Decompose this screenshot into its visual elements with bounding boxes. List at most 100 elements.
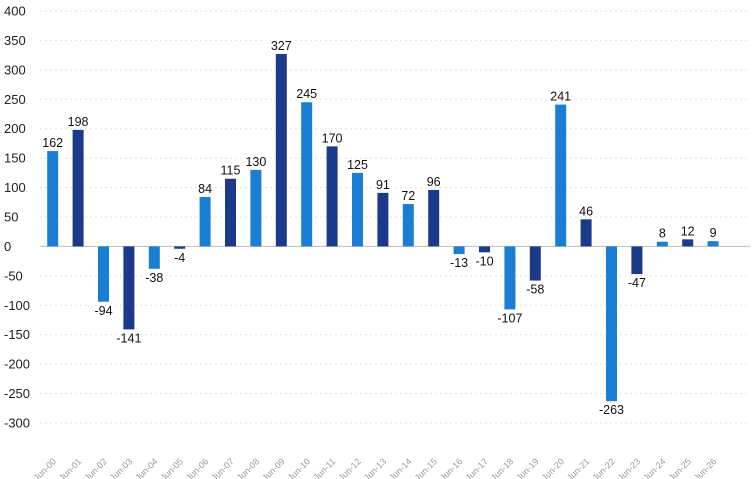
x-tick-label: Jun-10 [286,456,313,479]
y-tick-label: 300 [4,62,26,77]
bar-jun-18 [504,246,516,310]
bar-jun-19 [529,246,541,281]
bar-jun-00 [47,151,59,247]
y-tick-label: -150 [4,327,30,342]
data-label: 12 [681,224,695,238]
bar-jun-01 [72,129,84,247]
bars [47,53,719,402]
data-label: -13 [450,256,468,270]
bar-jun-10 [301,102,313,247]
bar-jun-17 [479,246,490,253]
x-tick-label: Jun-05 [159,456,186,479]
x-tick-label: Jun-22 [590,456,617,479]
data-label: -141 [116,331,141,345]
bar-jun-21 [580,219,592,247]
bar-jun-07 [225,178,236,247]
y-tick-label: -200 [4,357,30,372]
bar-jun-25 [682,239,694,247]
bar-jun-13 [377,192,389,247]
x-tick-label: Jun-11 [311,456,337,479]
bar-jun-15 [428,189,440,247]
bar-jun-24 [656,241,668,247]
data-label: 241 [550,90,571,104]
bar-jun-06 [199,196,211,247]
data-label: 72 [401,189,415,203]
y-tick-label: 400 [4,4,26,19]
y-tick-label: 250 [4,92,26,107]
data-labels: 162198-94-141-38-48411513032724517012591… [42,39,716,417]
data-label: 125 [347,158,368,172]
data-label: -58 [526,283,544,297]
bar-jun-08 [250,169,262,247]
data-label: -10 [475,254,493,268]
bar-jun-11 [326,146,338,247]
data-label: 84 [198,182,212,196]
x-tick-label: Jun-21 [565,456,592,479]
x-tick-label: Jun-09 [260,456,287,479]
bar-jun-22 [606,246,617,402]
data-label: 91 [376,178,390,192]
data-label: 162 [42,136,63,150]
y-tick-label: 350 [4,33,26,48]
x-tick-label: Jun-18 [489,456,516,479]
data-label: 9 [710,226,717,240]
bar-jun-20 [555,104,567,247]
bar-jun-05 [174,246,186,249]
data-label: -38 [145,271,163,285]
x-tick-label: Jun-14 [387,456,414,479]
x-tick-label: Jun-17 [463,456,490,479]
bar-jun-03 [123,246,135,330]
bar-jun-26 [707,241,719,247]
bar-jun-09 [275,53,287,247]
y-axis: -300 -250 -200 -150 -100 -50 0 50 100 150 200 250 30… [4,4,30,431]
bar-jun-04 [148,246,160,269]
data-label: 170 [322,131,343,145]
x-tick-label: Jun-19 [514,456,541,479]
x-tick-label: Jun-25 [667,456,694,479]
bar-jun-23 [631,246,643,275]
x-tick-label: Jun-08 [235,456,262,479]
x-tick-label: Jun-13 [362,456,389,479]
x-tick-label: Jun-00 [32,456,59,479]
bar-jun-12 [352,172,363,247]
bar-jun-02 [98,246,109,302]
x-tick-label: Jun-07 [209,456,236,479]
y-tick-label: 200 [4,121,26,136]
data-label: 130 [245,155,266,169]
x-tick-label: Jun-06 [184,456,211,479]
y-tick-label: 50 [4,210,18,225]
data-label: 46 [579,204,593,218]
y-tick-label: -50 [4,268,23,283]
data-label: 327 [271,39,292,53]
data-label: -4 [174,251,185,265]
data-label: 198 [68,115,89,129]
bar-jun-16 [453,246,465,255]
x-axis: Jun-00Jun-01Jun-02Jun-03Jun-04Jun-05Jun-… [32,456,719,479]
x-tick-label: Jun-15 [413,456,440,479]
x-tick-label: Jun-26 [692,456,719,479]
x-tick-label: Jun-04 [133,456,160,479]
x-tick-label: Jun-16 [438,456,465,479]
data-label: 8 [659,227,666,241]
data-label: 96 [427,175,441,189]
y-tick-label: 0 [4,239,11,254]
data-label: 115 [221,164,241,178]
gridlines [40,10,750,424]
x-tick-label: Jun-24 [641,456,668,479]
bar-jun-14 [402,204,414,247]
data-label: -94 [94,304,112,318]
x-tick-label: Jun-23 [616,456,643,479]
x-tick-label: Jun-03 [108,456,135,479]
x-tick-label: Jun-01 [57,456,84,479]
y-tick-label: -300 [4,416,30,431]
data-label: -263 [599,403,624,417]
y-tick-label: -250 [4,386,30,401]
data-label: -47 [628,276,646,290]
x-tick-label: Jun-12 [336,456,363,479]
x-tick-label: Jun-20 [540,456,567,479]
data-label: -107 [497,311,522,325]
y-tick-label: -100 [4,298,30,313]
y-tick-label: 150 [4,151,26,166]
